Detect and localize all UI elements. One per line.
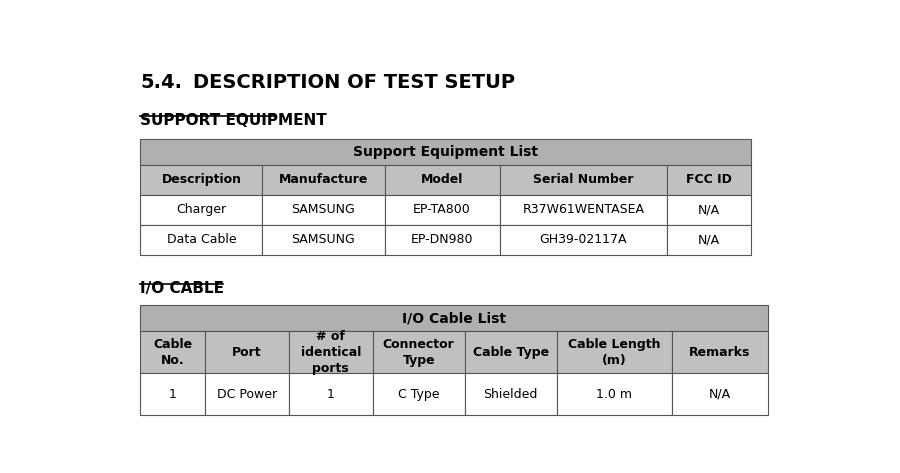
Text: 1: 1 (327, 388, 335, 401)
Bar (263, 195, 384, 225)
Text: Manufacture: Manufacture (279, 174, 368, 186)
Text: Cable
No.: Cable No. (153, 338, 193, 367)
Bar (205, 373, 289, 415)
Text: SAMSUNG: SAMSUNG (292, 203, 356, 216)
Text: 1.0 m: 1.0 m (597, 388, 633, 401)
Text: Shielded: Shielded (483, 388, 538, 401)
Bar (557, 332, 672, 373)
Bar (384, 165, 500, 195)
Bar (373, 332, 464, 373)
Bar (140, 305, 768, 332)
Bar (667, 195, 751, 225)
Bar (140, 225, 263, 254)
Text: N/A: N/A (698, 233, 720, 246)
Bar (500, 195, 667, 225)
Text: SUPPORT EQUIPMENT: SUPPORT EQUIPMENT (140, 113, 328, 128)
Text: N/A: N/A (709, 388, 731, 401)
Bar (500, 165, 667, 195)
Text: SAMSUNG: SAMSUNG (292, 233, 356, 246)
Bar (667, 165, 751, 195)
Bar (263, 225, 384, 254)
Bar (289, 332, 373, 373)
Bar (384, 195, 500, 225)
Text: Connector
Type: Connector Type (382, 338, 454, 367)
Text: Remarks: Remarks (689, 346, 751, 359)
Bar (373, 373, 464, 415)
Bar (289, 373, 373, 415)
Text: I/O Cable List: I/O Cable List (402, 311, 507, 325)
Bar (140, 373, 205, 415)
Text: Data Cable: Data Cable (166, 233, 236, 246)
Bar (205, 332, 289, 373)
Text: C Type: C Type (398, 388, 439, 401)
Text: N/A: N/A (698, 203, 720, 216)
Text: Charger: Charger (176, 203, 227, 216)
Text: Cable Type: Cable Type (472, 346, 549, 359)
Text: DESCRIPTION OF TEST SETUP: DESCRIPTION OF TEST SETUP (193, 73, 515, 92)
Text: EP-DN980: EP-DN980 (410, 233, 473, 246)
Text: Support Equipment List: Support Equipment List (353, 145, 538, 159)
Bar (263, 165, 384, 195)
Text: FCC ID: FCC ID (686, 174, 732, 186)
Text: Serial Number: Serial Number (533, 174, 634, 186)
Bar (672, 373, 768, 415)
Text: Model: Model (421, 174, 464, 186)
Bar (140, 332, 205, 373)
Text: Port: Port (232, 346, 262, 359)
Text: 1: 1 (169, 388, 176, 401)
Bar (500, 225, 667, 254)
Bar (464, 332, 557, 373)
Text: I/O CABLE: I/O CABLE (140, 281, 224, 296)
Text: R37W61WENTASEA: R37W61WENTASEA (522, 203, 644, 216)
Text: GH39-02117A: GH39-02117A (540, 233, 627, 246)
Text: DC Power: DC Power (217, 388, 277, 401)
Text: EP-TA800: EP-TA800 (413, 203, 471, 216)
Text: # of
identical
ports: # of identical ports (301, 330, 361, 375)
Bar (464, 373, 557, 415)
Text: Cable Length
(m): Cable Length (m) (568, 338, 661, 367)
Bar (672, 332, 768, 373)
Bar (140, 139, 751, 165)
Bar (667, 225, 751, 254)
Bar (384, 225, 500, 254)
Bar (140, 195, 263, 225)
Bar (140, 165, 263, 195)
Bar (557, 373, 672, 415)
Text: Description: Description (161, 174, 241, 186)
Text: 5.4.: 5.4. (140, 73, 183, 92)
